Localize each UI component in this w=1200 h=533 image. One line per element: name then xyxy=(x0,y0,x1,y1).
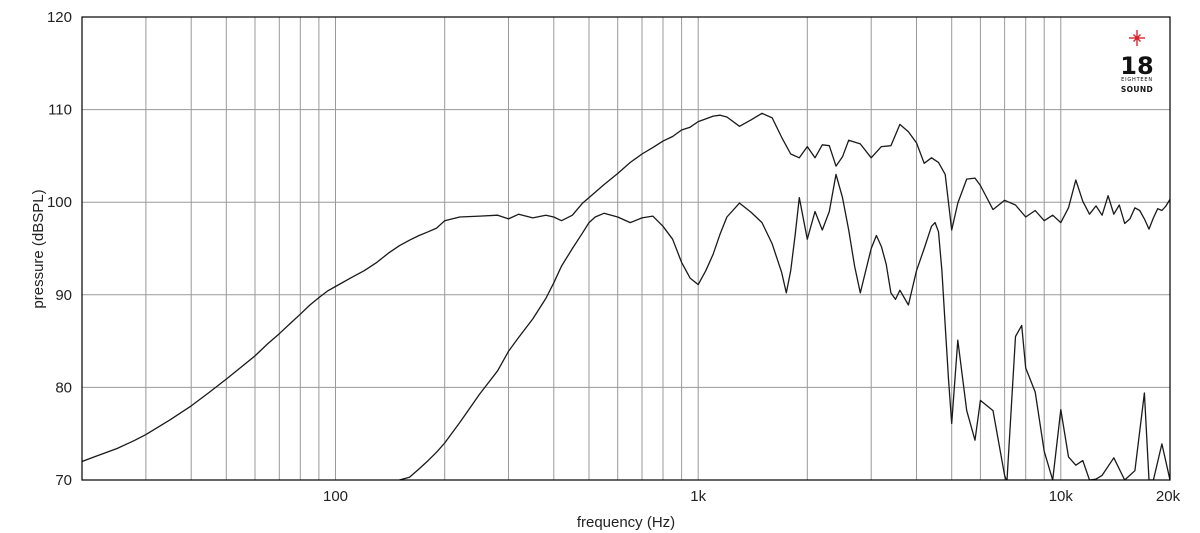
logo-word: SOUND xyxy=(1121,85,1153,94)
response-curve-1 xyxy=(82,112,1170,463)
y-tick-labels: 70 80 90 100 110 120 xyxy=(47,9,72,489)
x-tick-labels: 100 1k 10k 20k xyxy=(323,488,1181,505)
y-tick-label: 110 xyxy=(48,102,72,119)
brand-logo: 18 EIGHTEEN SOUND xyxy=(1120,30,1154,94)
y-tick-label: 120 xyxy=(47,9,72,26)
x-tick-label: 100 xyxy=(323,488,348,505)
x-tick-label: 20k xyxy=(1156,488,1181,505)
x-axis-title: frequency (Hz) xyxy=(577,514,675,531)
y-tick-label: 80 xyxy=(55,379,72,396)
x-tick-label: 10k xyxy=(1049,488,1074,505)
x-tick-label: 1k xyxy=(690,488,706,505)
star-icon xyxy=(1129,30,1145,46)
y-axis-title: pressure (dBSPL) xyxy=(30,189,47,308)
y-tick-label: 90 xyxy=(55,287,72,304)
logo-small-text: EIGHTEEN xyxy=(1121,77,1153,83)
series-layer xyxy=(82,112,1170,480)
y-tick-label: 100 xyxy=(47,194,72,211)
logo-number: 18 xyxy=(1120,52,1153,80)
grid xyxy=(82,17,1170,480)
y-tick-label: 70 xyxy=(55,472,72,489)
response-curve-2 xyxy=(399,173,1170,480)
plot-frame xyxy=(81,16,1171,481)
